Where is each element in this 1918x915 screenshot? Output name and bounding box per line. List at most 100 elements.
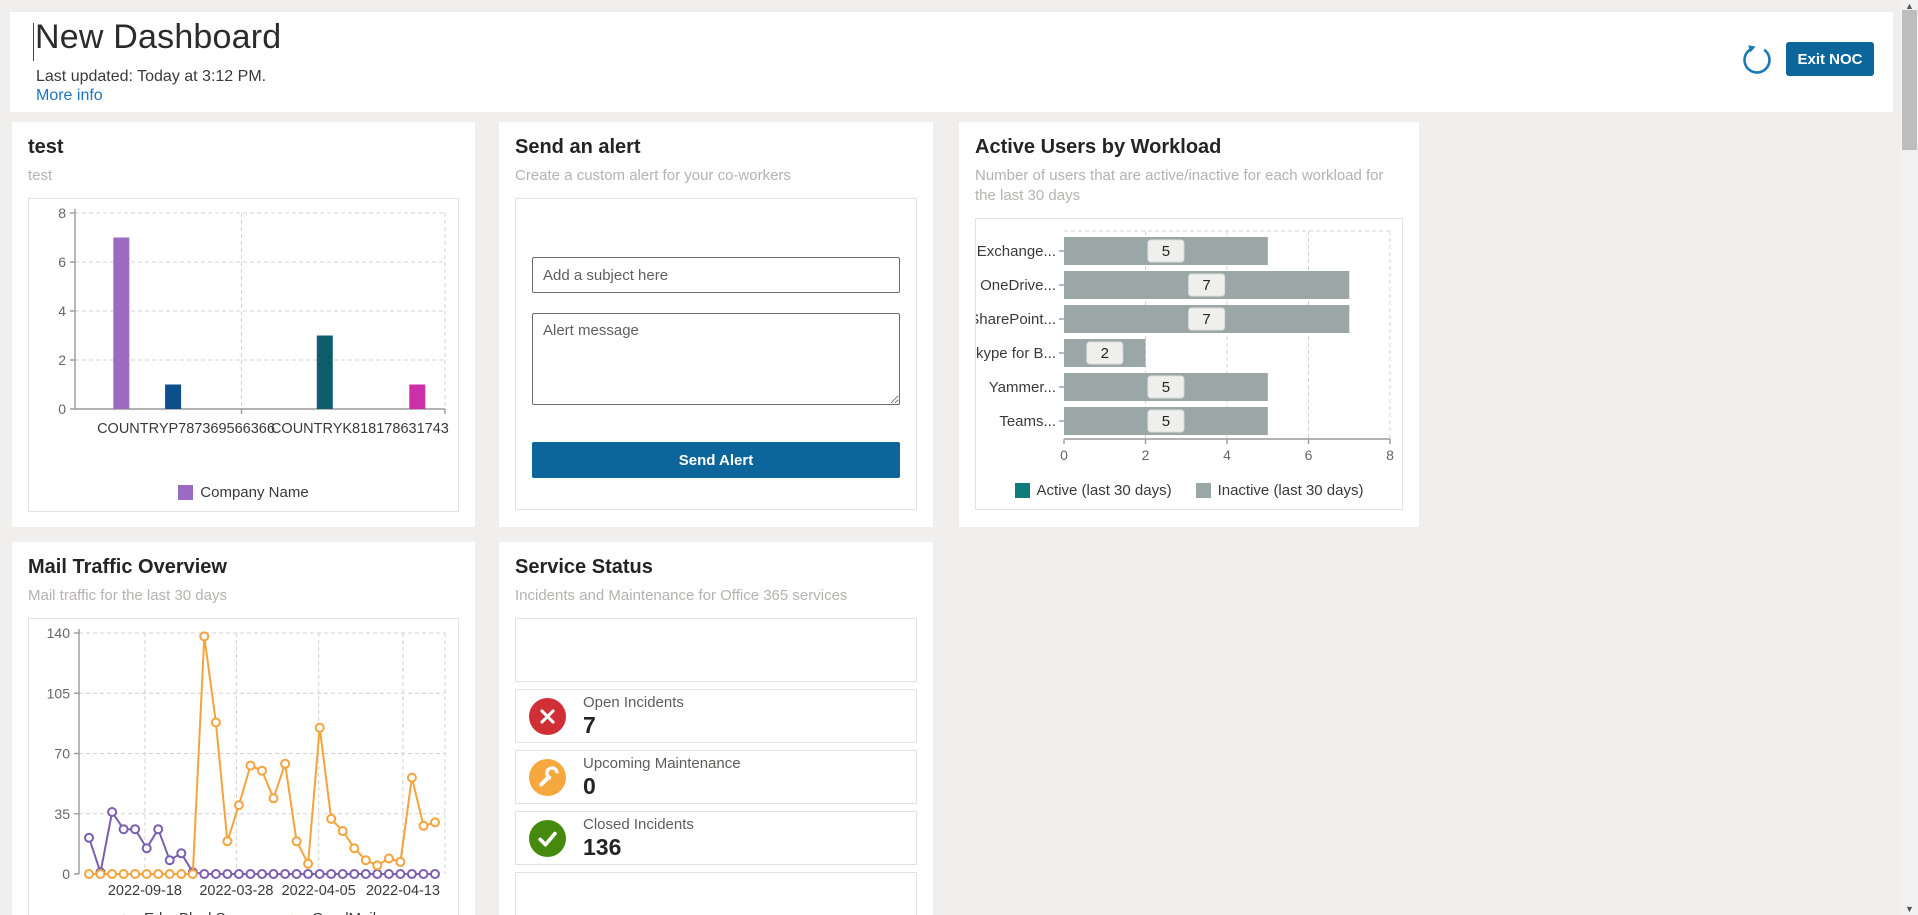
- status-empty-section: [515, 618, 917, 682]
- data-point: [222, 836, 233, 847]
- svg-text:5: 5: [1162, 243, 1170, 260]
- page-header: New Dashboard Last updated: Today at 3:1…: [10, 12, 1893, 112]
- data-point: [349, 843, 360, 854]
- mail-chart-legend: EdgeBlockSpam GoodMail: [29, 902, 458, 915]
- legend-item: Inactive (last 30 days): [1195, 482, 1363, 499]
- svg-text:4: 4: [58, 303, 66, 319]
- data-point: [406, 772, 417, 783]
- card-mail-title: Mail Traffic Overview: [28, 556, 227, 578]
- data-point: [268, 869, 279, 879]
- mail-chart-plot: 2022-09-18 2022-03-28 2022-04-05 2022-04-13…: [47, 625, 446, 899]
- data-point: [326, 813, 337, 824]
- more-info-link[interactable]: More info: [36, 87, 103, 104]
- scroll-up-arrow-icon[interactable]: ▲: [1905, 1, 1914, 11]
- svg-text:Teams...: Teams...: [999, 413, 1056, 430]
- data-point: [303, 858, 314, 869]
- data-point: [280, 758, 291, 769]
- card-test-subtitle: test: [28, 167, 53, 184]
- refresh-icon[interactable]: [1739, 42, 1775, 78]
- data-point: [257, 765, 267, 776]
- dashboard-title-field[interactable]: New Dashboard: [33, 18, 282, 61]
- svg-text:2: 2: [1142, 447, 1150, 463]
- svg-text:0: 0: [58, 401, 66, 417]
- vertical-scrollbar[interactable]: ▲ ▼: [1901, 0, 1918, 915]
- data-point: [291, 836, 302, 847]
- svg-text:2022-04-05: 2022-04-05: [282, 883, 356, 897]
- svg-text:Yammer...: Yammer...: [989, 379, 1056, 396]
- card-status-title: Service Status: [515, 556, 653, 578]
- data-point: [222, 869, 233, 879]
- data-point: [118, 869, 129, 879]
- send-alert-button[interactable]: Send Alert: [532, 442, 900, 478]
- data-point: [141, 843, 152, 854]
- bar: [409, 384, 426, 409]
- svg-text:SharePoint...: SharePoint...: [976, 311, 1056, 328]
- card-test-title: test: [28, 136, 64, 158]
- data-point: [233, 800, 244, 811]
- data-point: [395, 869, 406, 879]
- status-row: Open Incidents 7: [515, 689, 917, 743]
- alert-subject-input[interactable]: [532, 257, 900, 293]
- workload-chart-legend: Active (last 30 days) Inactive (last 30 d…: [976, 474, 1402, 509]
- data-point: [303, 869, 314, 879]
- scroll-down-arrow-icon[interactable]: ▼: [1905, 904, 1914, 914]
- data-point: [430, 817, 440, 828]
- page-title[interactable]: New Dashboard: [35, 18, 282, 56]
- legend-item: EdgeBlockSpam: [111, 910, 255, 915]
- data-point: [199, 869, 210, 879]
- scrollbar-thumb[interactable]: [1902, 10, 1917, 150]
- data-point: [326, 869, 337, 879]
- alert-message-input[interactable]: [532, 313, 900, 405]
- data-point: [418, 869, 429, 879]
- data-point: [210, 717, 221, 728]
- data-point: [118, 824, 129, 835]
- data-point: [406, 869, 417, 879]
- alert-form: Send Alert: [515, 198, 917, 510]
- data-point: [187, 869, 198, 879]
- line-series: [88, 809, 435, 877]
- data-point: [268, 793, 279, 804]
- data-point: [210, 869, 221, 879]
- svg-text:COUNTRYK818178631743: COUNTRYK818178631743: [271, 421, 449, 437]
- data-point: [372, 869, 383, 879]
- check-circle-icon: [529, 819, 566, 857]
- workload-chart-plot: 0 2 4 6 8 Exchange... 5 OneDrive... 7 SharePoint.…: [966, 230, 1394, 463]
- svg-text:7: 7: [1202, 311, 1210, 328]
- status-row: Upcoming Maintenance 0: [515, 750, 917, 804]
- svg-text:2022-09-18: 2022-09-18: [108, 883, 182, 897]
- svg-text:0: 0: [1060, 447, 1068, 463]
- status-empty-section: [515, 872, 917, 915]
- card-send-alert: Send an alert Create a custom alert for …: [499, 122, 933, 527]
- error-circle-icon: [529, 697, 566, 735]
- data-point: [176, 848, 187, 859]
- svg-text:6: 6: [1305, 447, 1313, 463]
- card-test: test test 0 2 4 6 8 COUNTRYP787369566366 COUNT…: [12, 122, 475, 527]
- svg-text:6: 6: [58, 254, 66, 270]
- bar-value-chip: [1147, 409, 1185, 433]
- svg-text:2: 2: [1101, 345, 1109, 362]
- data-point: [107, 807, 118, 817]
- svg-text:8: 8: [1386, 447, 1394, 463]
- bar-value-chip: [1188, 273, 1226, 297]
- data-point: [245, 760, 256, 771]
- data-point: [395, 856, 406, 867]
- svg-text:COUNTRYP787369566366: COUNTRYP787369566366: [97, 421, 275, 437]
- svg-text:7: 7: [1202, 277, 1210, 294]
- svg-text:Skype for B...: Skype for B...: [976, 345, 1056, 362]
- bar-value-chip: [1147, 239, 1185, 263]
- card-alert-title: Send an alert: [515, 136, 641, 158]
- data-point: [141, 869, 152, 879]
- svg-text:8: 8: [58, 205, 66, 221]
- data-point: [314, 869, 325, 879]
- status-row-value: 136: [583, 833, 622, 860]
- data-point: [418, 820, 429, 831]
- status-row-label: Open Incidents: [583, 693, 684, 711]
- data-point: [383, 869, 394, 879]
- mail-line-chart: 2022-09-18 2022-03-28 2022-04-05 2022-04-13…: [28, 618, 459, 915]
- test-chart-plot: 0 2 4 6 8 COUNTRYP787369566366COUNTRYK8181786…: [58, 205, 449, 437]
- data-point: [233, 869, 244, 879]
- exit-noc-button[interactable]: Exit NOC: [1786, 42, 1874, 76]
- status-row-label: Upcoming Maintenance: [583, 754, 741, 772]
- bar-value-chip: [1086, 341, 1124, 365]
- svg-text:140: 140: [47, 625, 71, 641]
